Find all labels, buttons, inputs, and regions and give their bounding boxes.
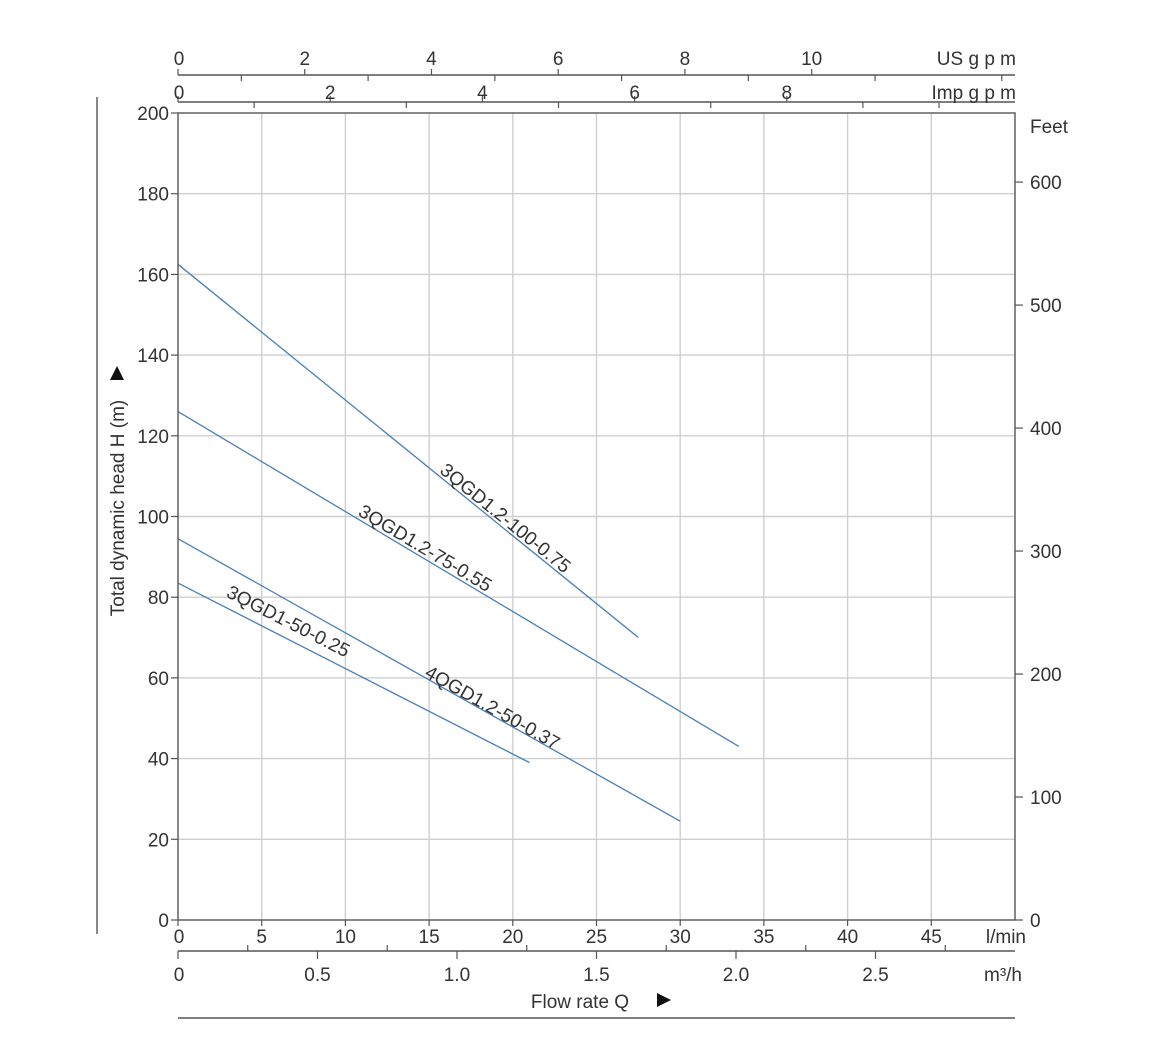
us-gpm-tick-label: 2: [299, 49, 310, 70]
m3h-tick-label: 0: [174, 965, 185, 986]
x-tick-label: 25: [586, 927, 607, 948]
series-label: 3QGD1.2-75-0.55: [355, 501, 495, 596]
y-axis-title: Total dynamic head H (m): [108, 400, 129, 616]
x-tick-label: 10: [335, 927, 356, 948]
y-tick-label: 40: [148, 750, 169, 771]
us-gpm-unit-label: US g p m: [937, 49, 1016, 70]
imp-gpm-tick-label: 6: [629, 83, 640, 104]
feet-tick-label: 600: [1030, 173, 1062, 194]
y-tick-label: 160: [137, 265, 169, 286]
series-curve: [177, 538, 681, 822]
series-curve: [177, 263, 639, 639]
feet-tick-label: 0: [1030, 911, 1041, 932]
us-gpm-tick-label: 10: [801, 49, 822, 70]
us-gpm-tick-label: 4: [426, 49, 437, 70]
feet-tick-label: 500: [1030, 296, 1062, 317]
y-tick-label: 100: [137, 508, 169, 529]
us-gpm-tick-label: 6: [553, 49, 564, 70]
imp-gpm-unit-label: Imp g p m: [932, 83, 1016, 104]
x-tick-label: 45: [921, 927, 942, 948]
x-tick-label: 30: [670, 927, 691, 948]
y-tick-label: 180: [137, 185, 169, 206]
axis-layer: [96, 69, 1023, 1019]
x-axis-title: Flow rate Q: [531, 992, 629, 1013]
m3h-tick-label: 1.0: [444, 965, 470, 986]
imp-gpm-tick-label: 0: [174, 83, 185, 104]
m3h-tick-label: 1.5: [583, 965, 609, 986]
x-tick-label: 0: [174, 927, 185, 948]
x-tick-label: 40: [837, 927, 858, 948]
us-gpm-tick-label: 8: [680, 49, 691, 70]
series-curve: [177, 582, 530, 764]
x-tick-label: 15: [419, 927, 440, 948]
m3h-unit-label: m³/h: [984, 965, 1022, 986]
imp-gpm-tick-label: 8: [782, 83, 793, 104]
curve-layer: [177, 263, 740, 822]
y-tick-label: 20: [148, 830, 169, 851]
feet-tick-label: 200: [1030, 665, 1062, 686]
series-label: 4QGD1.2-50-0.37: [421, 662, 563, 754]
m3h-tick-label: 2.5: [862, 965, 888, 986]
m3h-tick-label: 0.5: [304, 965, 330, 986]
m3h-tick-label: 2.0: [723, 965, 749, 986]
y-tick-label: 120: [137, 427, 169, 448]
x-tick-label: 5: [256, 927, 267, 948]
y-tick-label: 60: [148, 669, 169, 690]
feet-unit-label: Feet: [1030, 117, 1069, 138]
us-gpm-tick-label: 0: [174, 49, 185, 70]
x-tick-label: 35: [753, 927, 774, 948]
feet-tick-label: 300: [1030, 542, 1062, 563]
x-tick-label: 20: [502, 927, 523, 948]
y-axis-arrow-icon: [110, 366, 124, 380]
feet-tick-label: 100: [1030, 788, 1062, 809]
y-tick-label: 200: [137, 104, 169, 125]
series-label: 3QGD1-50-0.25: [223, 582, 353, 662]
series-curve: [177, 411, 740, 748]
y-tick-label: 140: [137, 346, 169, 367]
feet-tick-label: 400: [1030, 419, 1062, 440]
y-tick-label: 80: [148, 588, 169, 609]
imp-gpm-tick-label: 4: [477, 83, 488, 104]
y-tick-label: 0: [158, 911, 169, 932]
x-unit-label: l/min: [986, 927, 1026, 948]
x-axis-arrow-icon: [657, 993, 671, 1007]
imp-gpm-tick-label: 2: [325, 83, 336, 104]
grid-layer: [178, 113, 1015, 920]
